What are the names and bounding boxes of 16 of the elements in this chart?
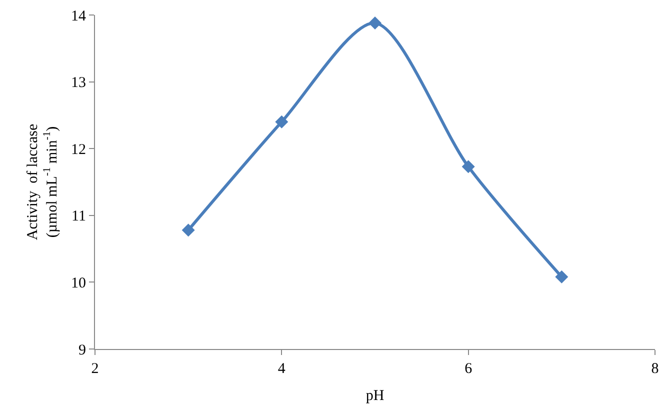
point xyxy=(275,115,288,128)
y-tick-label: 12 xyxy=(71,142,86,158)
point xyxy=(182,224,195,237)
x-tick-label: 8 xyxy=(651,361,659,377)
y-tick-label: 13 xyxy=(71,75,86,92)
point xyxy=(555,270,568,284)
y-tick-label: 11 xyxy=(72,208,86,225)
x-axis-title: pH xyxy=(366,388,384,404)
y-tick-label: 14 xyxy=(71,8,86,24)
y-tick-label: 9 xyxy=(78,342,86,358)
point xyxy=(462,160,475,174)
x-tick-label: 6 xyxy=(464,361,473,377)
y-tick-label: 10 xyxy=(71,275,86,292)
x-tick-label: 2 xyxy=(91,361,99,377)
point xyxy=(368,16,382,30)
x-tick-label: 4 xyxy=(278,361,286,377)
